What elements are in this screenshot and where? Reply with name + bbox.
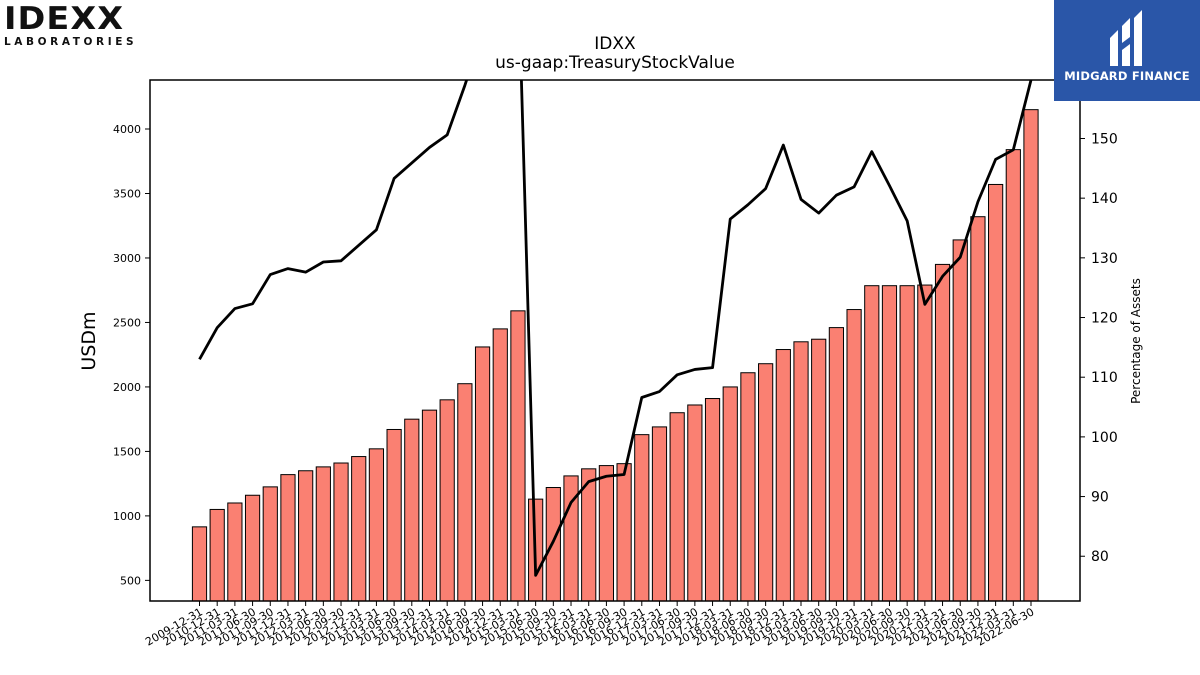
- bar: [669, 412, 685, 602]
- bar: [687, 404, 703, 602]
- bar: [740, 372, 756, 602]
- bar: [474, 346, 491, 602]
- bar: [651, 426, 668, 602]
- y-tick-label: 3000: [113, 252, 141, 265]
- bar: [775, 349, 791, 602]
- bar: [404, 418, 420, 602]
- bar: [227, 502, 243, 602]
- bar: [864, 285, 880, 602]
- bar: [899, 285, 915, 602]
- y2-tick-label: 130: [1091, 251, 1118, 267]
- bar: [457, 383, 473, 602]
- bar: [351, 456, 367, 602]
- plot-frame: [149, 79, 1081, 602]
- bar: [934, 263, 951, 602]
- bar: [917, 284, 933, 602]
- bar: [722, 386, 738, 602]
- bar: [793, 341, 809, 602]
- y2-tick-label: 140: [1091, 191, 1118, 207]
- y2-tick-label: 90: [1091, 490, 1109, 506]
- y2-tick-label: 120: [1091, 311, 1118, 327]
- y-tick-label: 1000: [113, 510, 141, 523]
- bar: [881, 285, 898, 602]
- bar: [262, 486, 278, 602]
- midgard-mark-icon: [1110, 10, 1142, 66]
- bar: [298, 470, 314, 602]
- series-line: [198, 80, 1033, 577]
- chart-subtitle: us-gaap:TreasuryStockValue: [495, 53, 735, 73]
- bar: [244, 494, 261, 602]
- bar: [209, 508, 225, 602]
- bar: [492, 328, 508, 602]
- midgard-finance-name: MIDGARD FINANCE: [1064, 69, 1190, 83]
- idexx-logo: IDEXX LABORATORIES: [4, 4, 154, 50]
- x-axis: 2009-12-312010-12-312011-03-312011-06-30…: [143, 601, 1037, 649]
- y-axis-label: USDm: [78, 311, 100, 370]
- bar: [970, 216, 986, 602]
- y-tick-label: 1500: [113, 445, 141, 458]
- line-group: [198, 80, 1033, 577]
- bar: [510, 310, 526, 602]
- bar: [333, 462, 349, 602]
- bar: [758, 363, 774, 602]
- y2-tick-label: 110: [1091, 370, 1118, 386]
- bar: [421, 409, 438, 602]
- bar: [828, 327, 844, 602]
- bar: [315, 466, 331, 602]
- y-tick-label: 3500: [113, 187, 141, 200]
- bar: [1023, 109, 1039, 602]
- bar-group: [191, 109, 1039, 602]
- bar: [1005, 149, 1021, 602]
- idexx-logo-subtitle: LABORATORIES: [4, 36, 138, 48]
- bar: [598, 465, 614, 602]
- y-tick-label: 2500: [113, 316, 141, 329]
- bar: [952, 239, 968, 602]
- y2-tick-label: 150: [1091, 131, 1118, 147]
- midgard-finance-logo: MIDGARD FINANCE: [1054, 0, 1200, 101]
- bar: [704, 398, 721, 602]
- bar: [439, 399, 455, 602]
- y2-axis: 80 90 100 110 120 130 140 150: [1080, 131, 1118, 565]
- bar: [811, 338, 827, 602]
- y2-tick-label: 80: [1091, 549, 1109, 565]
- bar: [634, 434, 650, 602]
- bar: [846, 309, 862, 602]
- y-tick-label: 4000: [113, 123, 141, 136]
- y-tick-label: 500: [120, 574, 141, 587]
- bar: [368, 448, 385, 602]
- bar: [386, 428, 402, 602]
- bar: [988, 183, 1004, 602]
- y2-tick-label: 100: [1091, 430, 1118, 446]
- idexx-logo-wordmark: IDEXX: [4, 1, 125, 37]
- y-tick-label: 2000: [113, 381, 141, 394]
- bar: [280, 474, 296, 602]
- bar: [616, 463, 632, 602]
- bar: [191, 526, 208, 602]
- y2-axis-label: Percentage of Assets: [1129, 278, 1143, 404]
- chart-title: IDXX: [594, 34, 636, 54]
- y-axis: 500 1000 1500 2000 2500 3000 3500 4000: [113, 123, 150, 587]
